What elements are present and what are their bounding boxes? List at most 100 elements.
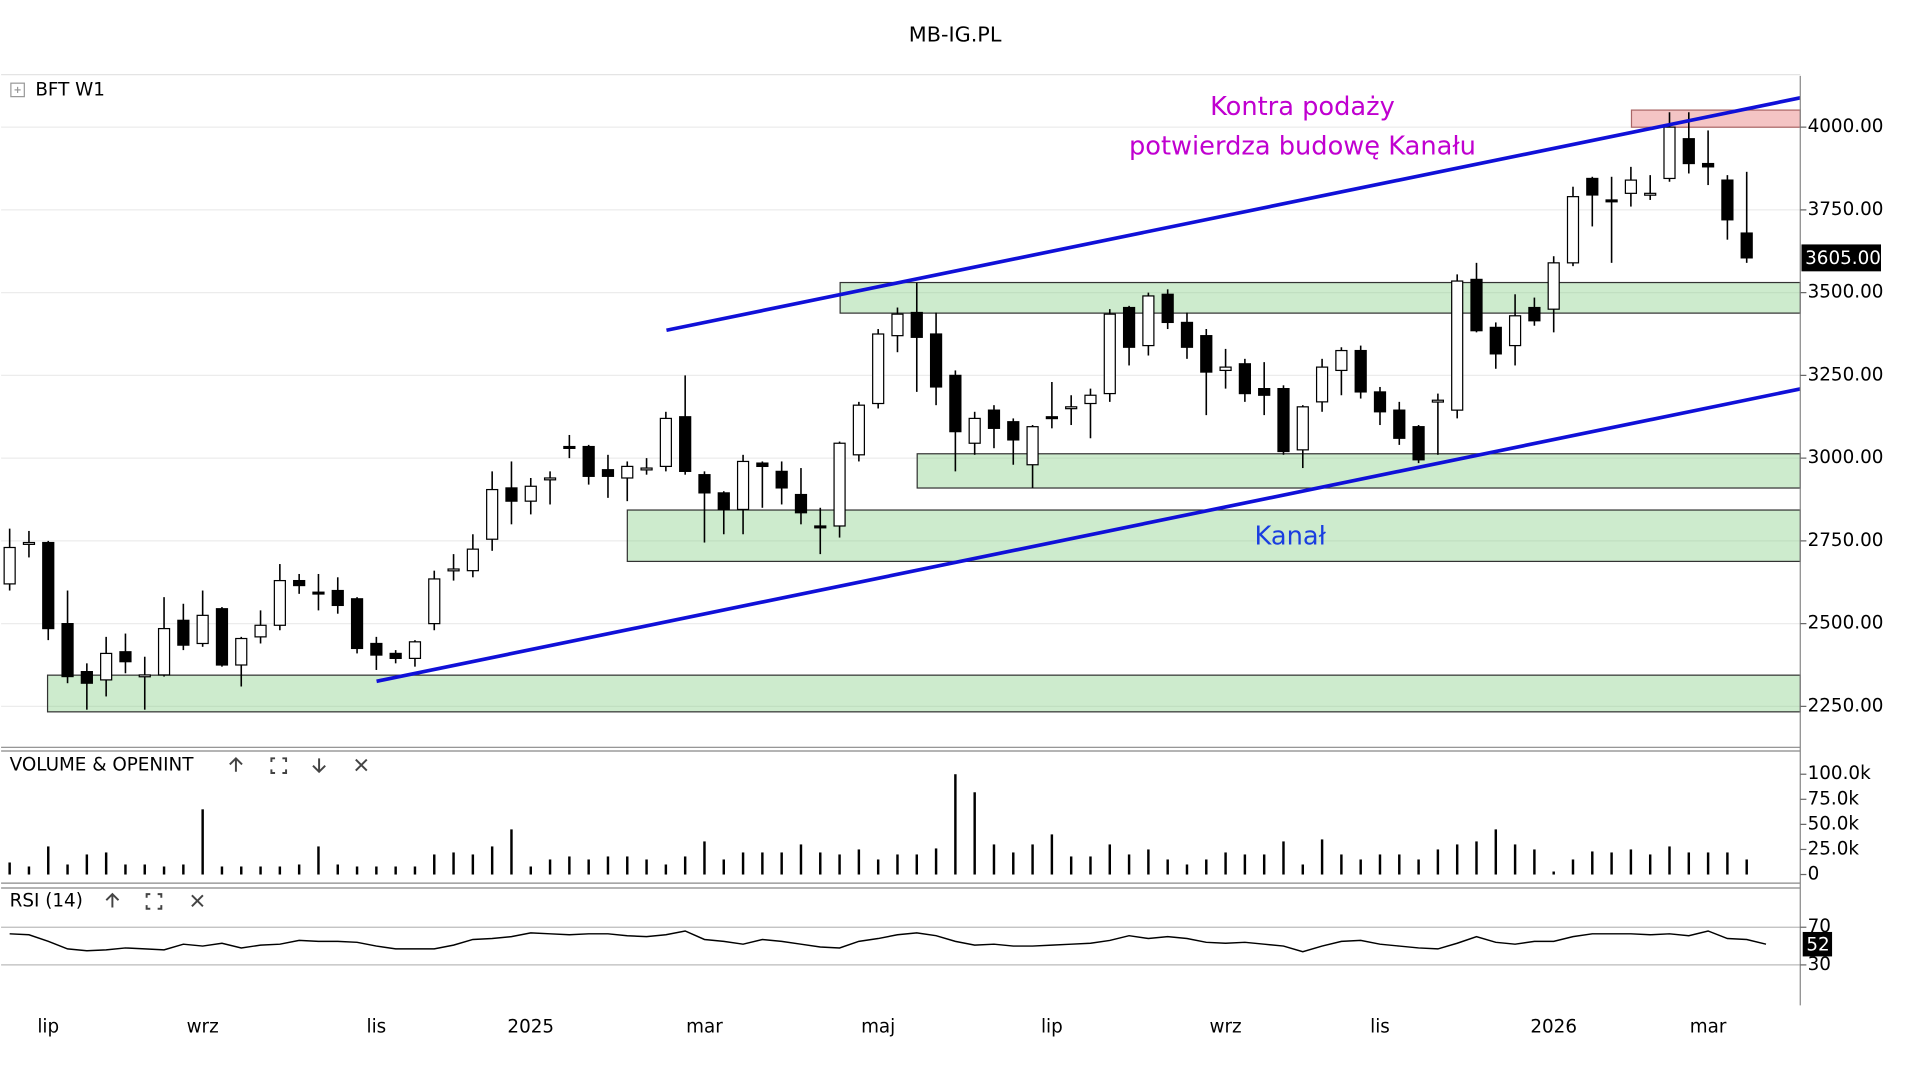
y-tick-label: 3000.00 [1808, 447, 1884, 468]
volume-bar [703, 841, 706, 875]
volume-bar [1185, 864, 1189, 875]
move-up-icon[interactable] [105, 892, 120, 908]
last-value-box [1802, 931, 1833, 957]
volume-bar [278, 866, 282, 875]
volume-bar [490, 846, 494, 875]
candle-body [1431, 399, 1445, 403]
volume-bar [259, 866, 262, 875]
volume-bar [1224, 852, 1227, 875]
volume-bar [394, 866, 397, 875]
channel [376, 96, 1801, 684]
candle-body [736, 460, 750, 511]
candle-body [1701, 162, 1715, 168]
candle-body [1508, 315, 1522, 347]
panel-icons[interactable] [229, 756, 368, 774]
candle-body [968, 417, 981, 444]
symbol-label: BFT W1 [35, 80, 105, 101]
candle-body [1624, 179, 1638, 194]
candle-body [235, 637, 248, 666]
candle-body [157, 627, 171, 676]
candle-body [350, 598, 364, 650]
candle-body [1605, 199, 1618, 203]
candle-body [852, 404, 865, 456]
channel-line [376, 387, 1801, 684]
volume-bar [1166, 859, 1169, 875]
volume-bar [857, 849, 861, 875]
close-icon[interactable] [355, 758, 368, 772]
volume-bar [587, 859, 590, 875]
volume-bar [761, 852, 764, 875]
last-value-label: 52 [1806, 934, 1829, 955]
candle-body [659, 417, 672, 468]
volume-bar [1706, 852, 1710, 875]
candle-body [293, 579, 306, 587]
candle-body [987, 409, 1001, 429]
volume-bar [1687, 852, 1691, 875]
panel-title: RSI (14) [10, 890, 83, 911]
candle-body [61, 623, 74, 678]
volume-bar [162, 866, 166, 875]
maximize-icon[interactable] [145, 893, 163, 910]
candle-body [1470, 278, 1483, 332]
y-tick-label: 2250.00 [1808, 695, 1884, 716]
volume-bar [143, 864, 146, 875]
x-tick-label: mar [1690, 1016, 1727, 1037]
volume-bar [510, 829, 513, 875]
volume-bar [626, 856, 629, 875]
volume-bar [1147, 849, 1150, 875]
candle-body [756, 462, 769, 468]
candle-body [1238, 363, 1252, 395]
volume-bar [973, 792, 976, 875]
volume-bar [66, 864, 69, 875]
candle-body [1451, 280, 1464, 411]
volume-bar [1475, 841, 1478, 875]
expand-icon[interactable] [10, 82, 25, 98]
volume-bar [1417, 859, 1420, 875]
candle-body [698, 474, 711, 494]
move-up-icon[interactable] [229, 756, 243, 772]
grid [1, 126, 1801, 966]
candle-body [215, 608, 229, 666]
volume-bar [529, 866, 532, 875]
volume-bar [741, 852, 745, 875]
candle-body [1586, 177, 1599, 196]
volume-bar [201, 809, 204, 875]
volume-bar [375, 866, 378, 875]
maximize-icon[interactable] [270, 757, 288, 774]
panel-icons[interactable] [105, 892, 204, 910]
volume-bar [645, 859, 648, 875]
candle-body [640, 467, 653, 471]
candle-body [929, 333, 943, 388]
volume-bar [355, 866, 359, 875]
candle-body [1180, 321, 1194, 348]
marks [3, 112, 1767, 953]
candle-body [3, 546, 16, 585]
volume-bar [124, 864, 127, 875]
x-tick-label: wrz [1210, 1016, 1242, 1037]
volume-bar [934, 848, 938, 875]
y-tick-label: 0 [1808, 864, 1820, 885]
chart-title: MB-IG.PL [909, 22, 1002, 46]
volume-bar [317, 846, 320, 875]
volume-bar [1089, 856, 1092, 875]
candle-body [1682, 138, 1695, 165]
close-icon[interactable] [191, 894, 204, 908]
x-tick-label: lis [366, 1016, 386, 1037]
move-down-icon[interactable] [312, 758, 326, 774]
candle-body [1007, 421, 1020, 441]
volume-bar [1243, 854, 1247, 875]
candle-body [1663, 126, 1676, 180]
candle-body [389, 652, 402, 659]
icon-box [10, 82, 25, 98]
candle-body [1026, 426, 1039, 466]
volume-bar [1050, 834, 1054, 875]
volume-bar [1648, 854, 1652, 875]
volume-bar [954, 774, 957, 875]
volume-bar [568, 856, 571, 875]
support-zone [626, 509, 1801, 563]
candle-body [910, 311, 923, 338]
volume-bar [1205, 859, 1208, 875]
volume-bar [1108, 844, 1112, 875]
